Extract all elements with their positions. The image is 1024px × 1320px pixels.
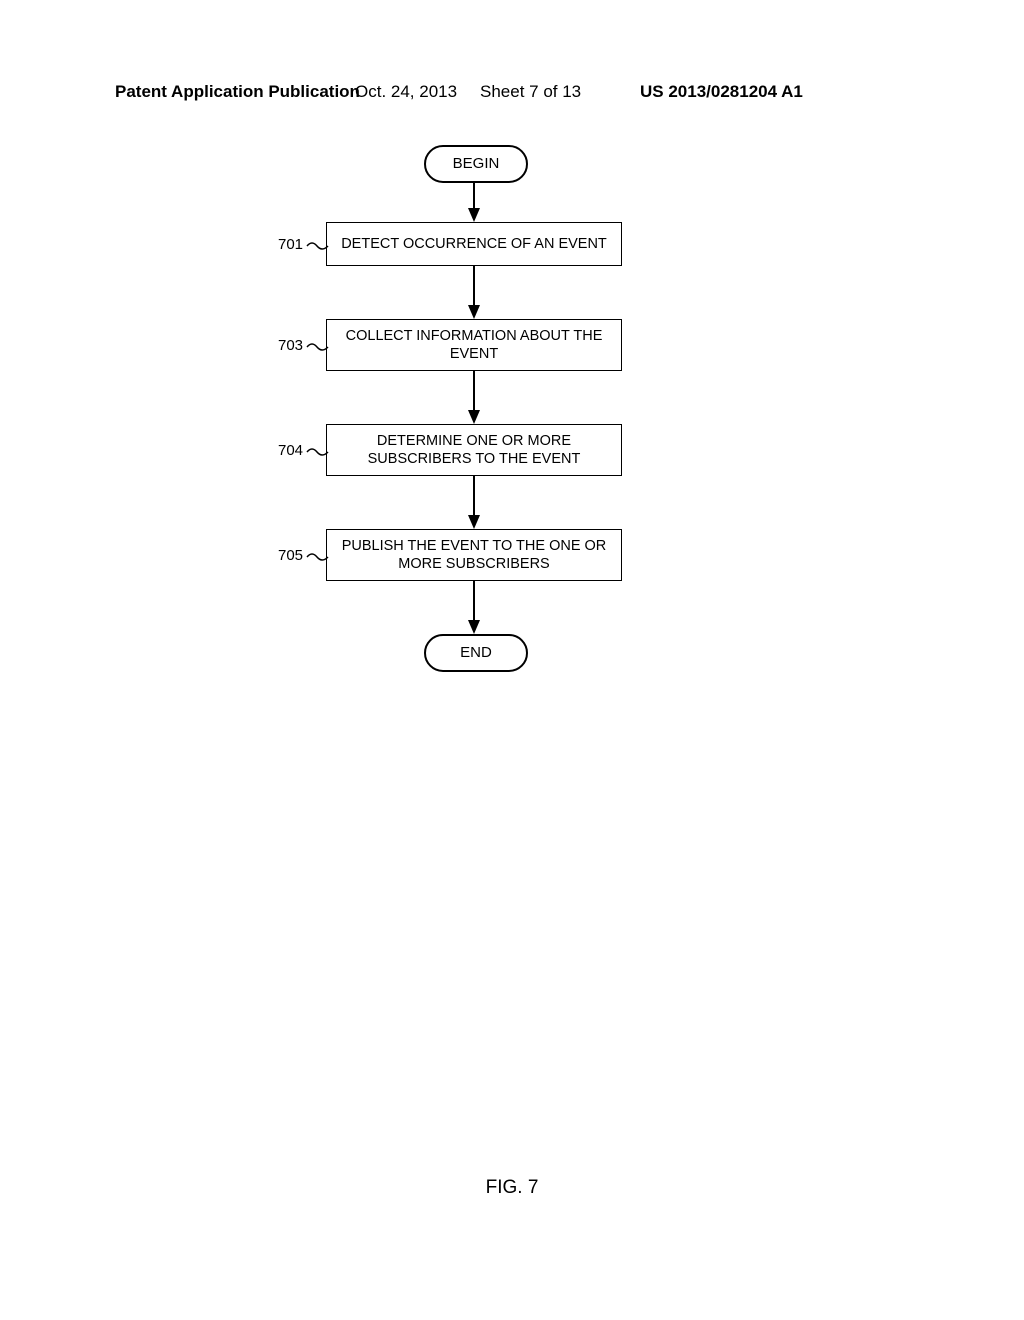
figure-label: FIG. 7 — [0, 1177, 1024, 1199]
sheet-number: Sheet 7 of 13 — [480, 82, 581, 102]
ref-label-704: 704 — [278, 442, 303, 459]
flowchart-node-begin: BEGIN — [424, 145, 528, 183]
ref-leader-701 — [306, 240, 332, 254]
flowchart-arrow-n704-n705 — [464, 476, 484, 531]
ref-label-705: 705 — [278, 547, 303, 564]
flowchart-node-end: END — [424, 634, 528, 672]
flowchart-arrow-n705-end — [464, 581, 484, 636]
flowchart-arrow-n701-n703 — [464, 266, 484, 321]
ref-label-701: 701 — [278, 236, 303, 253]
ref-leader-705 — [306, 551, 332, 565]
flowchart-node-n704: DETERMINE ONE OR MORESUBSCRIBERS TO THE … — [326, 424, 622, 476]
ref-label-703: 703 — [278, 337, 303, 354]
flowchart-node-n705: PUBLISH THE EVENT TO THE ONE ORMORE SUBS… — [326, 529, 622, 581]
flowchart-node-n701: DETECT OCCURRENCE OF AN EVENT — [326, 222, 622, 266]
ref-leader-703 — [306, 341, 332, 355]
publication-number: US 2013/0281204 A1 — [640, 82, 803, 102]
ref-leader-704 — [306, 446, 332, 460]
flowchart-arrow-n703-n704 — [464, 371, 484, 426]
publication-label: Patent Application Publication — [115, 82, 360, 102]
flowchart: BEGIN DETECT OCCURRENCE OF AN EVENT COLLEC… — [0, 140, 1024, 740]
flowchart-arrow-begin-n701 — [464, 181, 484, 224]
flowchart-node-n703: COLLECT INFORMATION ABOUT THEEVENT — [326, 319, 622, 371]
publication-date: Oct. 24, 2013 — [355, 82, 457, 102]
